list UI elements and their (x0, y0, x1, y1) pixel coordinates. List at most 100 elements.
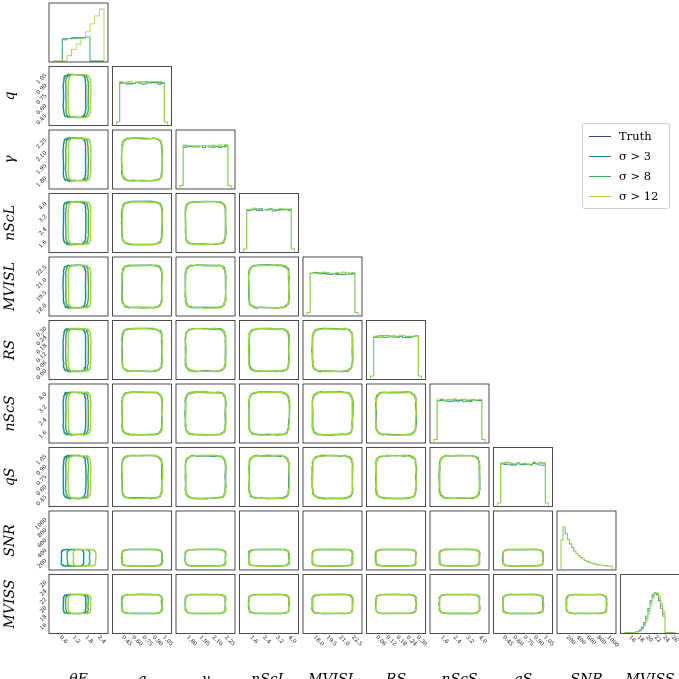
x-tick-label: 1.8 (83, 635, 94, 646)
legend-item-sigma3: σ > 3 (589, 148, 651, 164)
contour-sigma12 (248, 548, 291, 567)
panel-thetaE-thetaE (48, 2, 109, 63)
contour-sigma12 (375, 548, 418, 567)
panel-MvisS-MvisS (620, 574, 679, 634)
contour-sigma12 (120, 136, 163, 182)
panel-nScS-RS (366, 383, 426, 444)
x-tick-label: 2.25 (223, 635, 236, 648)
panel-nScL-gamma (175, 193, 236, 253)
panel-nScL-thetaE (48, 193, 109, 253)
x-tick-label: 20 (644, 635, 654, 645)
contour-sigma12 (184, 454, 227, 500)
panel-nScS-thetaE (48, 383, 109, 444)
contour-sigma12 (184, 593, 227, 615)
x-tick-label: 1.6 (439, 635, 450, 646)
panel-qS-nScS (429, 447, 490, 507)
x-tick-label: 18.0 (312, 635, 325, 648)
panel-frame (239, 193, 299, 253)
y-tick-label: 4.0 (38, 201, 49, 212)
contour-sigma12 (120, 264, 164, 309)
panel-frame (48, 447, 109, 507)
panel-SNR-thetaE (48, 510, 109, 571)
panel-frame (302, 256, 363, 317)
contour-sigma12 (67, 200, 92, 246)
panel-frame (48, 256, 109, 317)
legend: Truth σ > 3 σ > 8 σ > 12 (582, 123, 670, 209)
contour-sigma12 (247, 593, 291, 615)
x-tick-label: 19.5 (325, 635, 338, 648)
panel-nScS-MvisL (302, 383, 363, 444)
contour-sigma12 (67, 327, 92, 373)
contour-sigma12 (184, 200, 227, 246)
x-tick-label: 1.2 (71, 635, 81, 645)
legend-label-sigma8: σ > 8 (619, 169, 652, 183)
panel-MvisS-qS (493, 574, 553, 634)
x-tick-label: 21.0 (337, 635, 350, 648)
x-tick-label: 1.6 (248, 635, 259, 646)
y-axis-label-gamma: γ (2, 155, 18, 164)
y-tick-label: 600 (37, 537, 49, 549)
contour-sigma12 (120, 201, 164, 246)
panel-RS-gamma (175, 320, 236, 380)
panel-SNR-qS (493, 510, 553, 571)
panel-MvisL-nScL (239, 256, 299, 317)
legend-item-truth: Truth (589, 128, 652, 144)
y-tick-label: 22.5 (36, 264, 49, 277)
legend-label-sigma3: σ > 3 (619, 149, 652, 163)
x-tick-label: 22.5 (350, 635, 363, 648)
x-axis-label-qS: qS (514, 672, 533, 679)
contour-sigma12 (374, 593, 417, 615)
panel-MvisL-thetaE (48, 256, 109, 317)
panel-frame (48, 2, 109, 63)
contour-sigma12 (67, 391, 92, 436)
x-tick-label: 2.4 (261, 635, 272, 646)
legend-swatch-sigma12 (589, 195, 611, 197)
panel-frame (48, 193, 109, 253)
contour-sigma3 (62, 264, 87, 309)
x-axis-label-nScL: nScL (251, 672, 287, 679)
x-tick-label: 200 (565, 635, 577, 647)
panel-frame (48, 383, 109, 444)
panel-nScL-q (112, 193, 172, 253)
legend-item-sigma8: σ > 8 (589, 168, 651, 184)
contour-sigma12 (438, 548, 481, 567)
contour-sigma12 (67, 73, 92, 119)
panel-qS-thetaE (48, 447, 109, 507)
contour-sigma12 (120, 548, 163, 567)
contour-sigma12 (311, 548, 354, 567)
panel-RS-RS (366, 320, 426, 380)
y-tick-label: 16 (39, 622, 49, 632)
x-tick-label: 800 (595, 635, 607, 647)
panel-MvisS-gamma (175, 574, 236, 634)
panel-qS-MvisL (302, 447, 363, 507)
contour-sigma12 (67, 264, 92, 309)
y-axis-label-nScS: nScS (2, 395, 18, 431)
y-tick-label: 2.25 (36, 137, 49, 150)
legend-swatch-truth (589, 135, 611, 137)
panel-frame (366, 320, 426, 380)
x-tick-label: 600 (585, 635, 597, 647)
panel-RS-thetaE (48, 320, 109, 380)
panel-frame (48, 129, 109, 190)
y-axis-label-SNR: SNR (2, 524, 18, 557)
panel-MvisL-MvisL (302, 256, 363, 317)
panel-gamma-gamma (175, 129, 236, 190)
y-tick-label: 2.4 (38, 226, 49, 237)
legend-item-sigma12: σ > 12 (589, 188, 658, 204)
y-axis-label-qS: qS (2, 468, 18, 487)
x-axis-label-MvisS: MVISS (625, 672, 675, 679)
contour-sigma12 (438, 593, 481, 615)
hist-sigma12 (624, 592, 676, 633)
legend-label-sigma12: σ > 12 (619, 189, 659, 203)
contour-sigma12 (311, 593, 354, 615)
x-tick-label: 2.4 (96, 635, 107, 646)
panel-MvisS-thetaE (48, 574, 109, 634)
contour-sigma12 (502, 593, 545, 615)
y-tick-label: 26 (39, 580, 49, 590)
panel-frame (48, 66, 109, 126)
panel-RS-MvisL (302, 320, 363, 380)
panel-nScS-nScL (239, 383, 299, 444)
panel-nScS-nScS (429, 383, 490, 444)
panel-nScS-q (112, 383, 172, 444)
